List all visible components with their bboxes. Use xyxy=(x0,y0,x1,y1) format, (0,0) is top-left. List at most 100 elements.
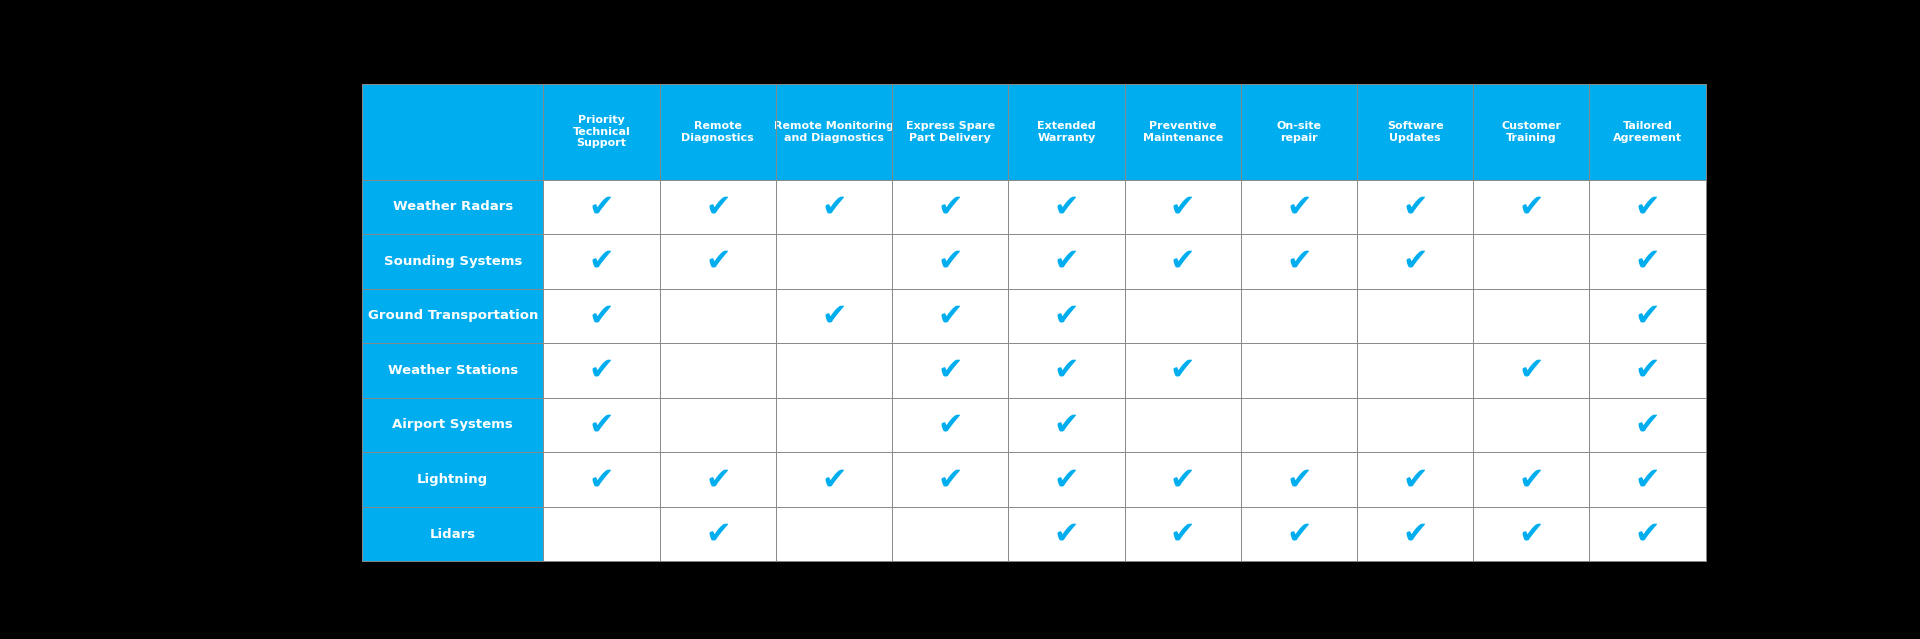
Bar xyxy=(1590,289,1705,343)
Text: Customer
Training: Customer Training xyxy=(1501,121,1561,142)
Text: ✔: ✔ xyxy=(822,302,847,330)
Bar xyxy=(1473,507,1590,561)
Text: ✔: ✔ xyxy=(1054,410,1079,440)
Bar xyxy=(776,507,893,561)
Bar xyxy=(1473,397,1590,452)
Bar xyxy=(543,289,660,343)
Text: Express Spare
Part Delivery: Express Spare Part Delivery xyxy=(906,121,995,142)
Bar xyxy=(543,343,660,397)
Text: Preventive
Maintenance: Preventive Maintenance xyxy=(1142,121,1223,142)
Text: ✔: ✔ xyxy=(1286,247,1311,276)
Text: Sounding Systems: Sounding Systems xyxy=(384,255,522,268)
Text: ✔: ✔ xyxy=(1519,192,1544,221)
Bar xyxy=(1125,343,1240,397)
Text: ✔: ✔ xyxy=(1634,520,1661,548)
Bar xyxy=(1240,452,1357,507)
Text: ✔: ✔ xyxy=(937,465,964,494)
Text: ✔: ✔ xyxy=(1169,247,1196,276)
Bar xyxy=(893,180,1008,234)
Bar xyxy=(660,180,776,234)
Bar xyxy=(1473,234,1590,289)
Text: ✔: ✔ xyxy=(1054,520,1079,548)
Bar xyxy=(543,397,660,452)
Text: ✔: ✔ xyxy=(705,465,730,494)
Bar xyxy=(1125,84,1240,180)
Bar xyxy=(1008,343,1125,397)
Text: ✔: ✔ xyxy=(705,247,730,276)
Text: ✔: ✔ xyxy=(589,302,614,330)
Bar xyxy=(776,234,893,289)
Text: ✔: ✔ xyxy=(1286,520,1311,548)
Text: ✔: ✔ xyxy=(1519,465,1544,494)
Bar xyxy=(660,84,776,180)
Text: ✔: ✔ xyxy=(1054,356,1079,385)
Text: ✔: ✔ xyxy=(1169,465,1196,494)
Bar xyxy=(543,234,660,289)
Text: ✔: ✔ xyxy=(705,520,730,548)
Bar xyxy=(1590,180,1705,234)
Bar xyxy=(1125,507,1240,561)
Text: Lightning: Lightning xyxy=(417,473,488,486)
Text: ✔: ✔ xyxy=(1286,192,1311,221)
Text: ✔: ✔ xyxy=(589,192,614,221)
Text: ✔: ✔ xyxy=(589,465,614,494)
Bar xyxy=(1008,289,1125,343)
Text: ✔: ✔ xyxy=(1169,520,1196,548)
Bar xyxy=(1473,84,1590,180)
Bar xyxy=(660,507,776,561)
Bar xyxy=(1473,343,1590,397)
Text: ✔: ✔ xyxy=(1054,247,1079,276)
Bar xyxy=(776,289,893,343)
Bar xyxy=(1008,234,1125,289)
Bar xyxy=(363,343,543,397)
Bar xyxy=(1240,84,1357,180)
Bar xyxy=(1357,507,1473,561)
Bar xyxy=(1125,452,1240,507)
Text: ✔: ✔ xyxy=(589,356,614,385)
Bar xyxy=(1590,84,1705,180)
Text: ✔: ✔ xyxy=(1634,356,1661,385)
Bar xyxy=(1357,289,1473,343)
Text: ✔: ✔ xyxy=(1169,356,1196,385)
Bar xyxy=(1240,289,1357,343)
Bar xyxy=(1473,289,1590,343)
Bar xyxy=(1008,452,1125,507)
Text: Lidars: Lidars xyxy=(430,528,476,541)
Bar xyxy=(1473,452,1590,507)
Text: ✔: ✔ xyxy=(1054,465,1079,494)
Bar xyxy=(1357,84,1473,180)
Bar xyxy=(660,397,776,452)
Text: ✔: ✔ xyxy=(937,302,964,330)
Bar xyxy=(893,234,1008,289)
Text: ✔: ✔ xyxy=(1519,356,1544,385)
Text: On-site
repair: On-site repair xyxy=(1277,121,1321,142)
Bar xyxy=(363,180,543,234)
Text: Ground Transportation: Ground Transportation xyxy=(367,309,538,323)
Text: Weather Stations: Weather Stations xyxy=(388,364,518,377)
Bar xyxy=(543,84,660,180)
Text: Airport Systems: Airport Systems xyxy=(392,419,513,431)
Text: ✔: ✔ xyxy=(1634,302,1661,330)
Text: Priority
Technical
Support: Priority Technical Support xyxy=(572,115,630,148)
Text: ✔: ✔ xyxy=(1634,192,1661,221)
Text: ✔: ✔ xyxy=(1402,192,1428,221)
Bar xyxy=(543,180,660,234)
Bar xyxy=(363,397,543,452)
Text: ✔: ✔ xyxy=(1402,247,1428,276)
Bar xyxy=(1008,180,1125,234)
Text: ✔: ✔ xyxy=(937,192,964,221)
Bar xyxy=(660,343,776,397)
Bar xyxy=(776,452,893,507)
Bar xyxy=(543,452,660,507)
Text: ✔: ✔ xyxy=(1634,410,1661,440)
Bar xyxy=(363,452,543,507)
Bar xyxy=(893,84,1008,180)
Bar xyxy=(1590,452,1705,507)
Bar xyxy=(363,234,543,289)
Bar xyxy=(1357,343,1473,397)
Bar xyxy=(1240,234,1357,289)
Bar xyxy=(893,343,1008,397)
Bar xyxy=(1590,343,1705,397)
Text: ✔: ✔ xyxy=(589,247,614,276)
Bar xyxy=(1240,507,1357,561)
